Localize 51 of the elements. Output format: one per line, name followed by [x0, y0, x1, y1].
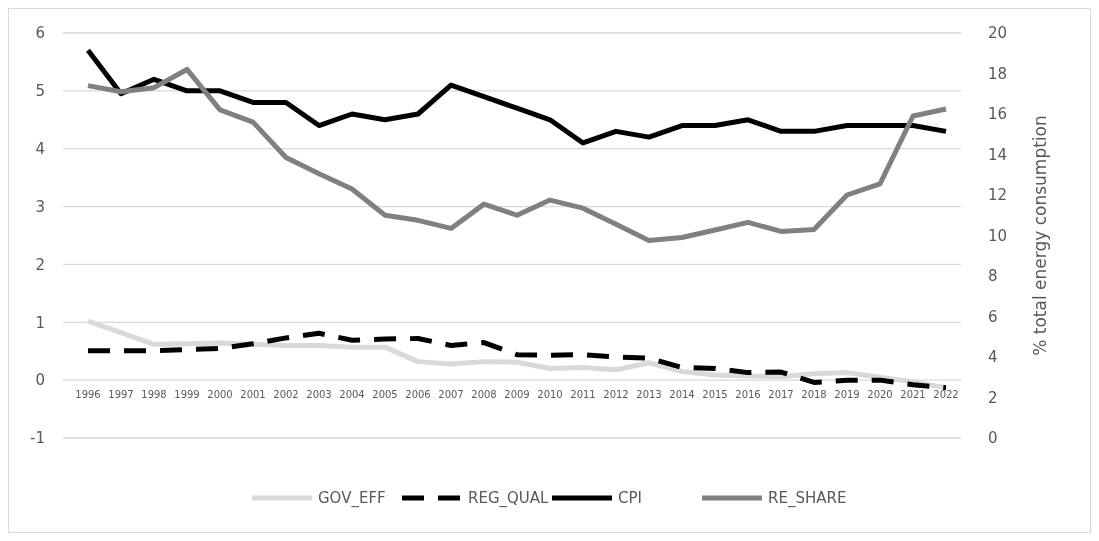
x-tick-label: 2004: [339, 389, 365, 401]
x-tick-label: 2019: [834, 389, 860, 401]
x-tick-label: 1997: [108, 389, 134, 401]
x-tick-label: 2002: [273, 389, 299, 401]
x-tick-label: 2010: [537, 389, 563, 401]
x-tick-label: 2013: [636, 389, 662, 401]
x-tick-label: 2009: [504, 389, 530, 401]
y2-tick-label: 2: [988, 388, 998, 407]
x-tick-label: 2022: [933, 389, 959, 401]
y2-tick-label: 16: [988, 105, 1008, 124]
x-tick-label: 2017: [768, 389, 794, 401]
x-tick-label: 2003: [306, 389, 332, 401]
y2-tick-label: 10: [988, 226, 1008, 245]
y2-tick-label: 0: [988, 429, 998, 448]
y2-tick-label: 12: [988, 186, 1008, 205]
x-tick-label: 2011: [570, 389, 596, 401]
legend-label: RE_SHARE: [768, 489, 847, 509]
y2-tick-label: 6: [988, 307, 998, 326]
x-tick-label: 1999: [174, 389, 200, 401]
x-tick-label: 2018: [801, 389, 827, 401]
x-tick-label: 2008: [471, 389, 497, 401]
y2-tick-label: 18: [988, 64, 1008, 83]
x-tick-label: 2000: [207, 389, 233, 401]
x-tick-label: 2012: [603, 389, 629, 401]
y2-tick-label: 8: [988, 267, 998, 286]
x-tick-label: 2020: [867, 389, 893, 401]
y-tick-label: 4: [35, 139, 45, 158]
y-tick-label: 1: [35, 313, 45, 332]
legend-label: GOV_EFF: [318, 489, 386, 509]
x-tick-label: 2015: [702, 389, 728, 401]
x-tick-label: 2007: [438, 389, 464, 401]
legend-label: REG_QUAL: [468, 489, 550, 509]
y-tick-label: 0: [35, 371, 45, 390]
x-tick-label: 2001: [240, 389, 266, 401]
x-tick-label: 1998: [141, 389, 167, 401]
y-tick-label: 6: [35, 24, 45, 43]
y-tick-label: 5: [35, 82, 45, 101]
legend-label: CPI: [618, 489, 642, 508]
y-tick-label: 3: [35, 197, 45, 216]
y2-axis-title: % total energy consumption: [1030, 115, 1050, 356]
y2-tick-label: 14: [988, 145, 1008, 164]
y2-tick-label: 4: [988, 348, 998, 367]
x-tick-label: 2014: [669, 389, 695, 401]
x-tick-label: 2016: [735, 389, 761, 401]
y2-tick-label: 20: [988, 24, 1008, 43]
x-tick-label: 2005: [372, 389, 398, 401]
y-tick-label: 2: [35, 255, 45, 274]
y-tick-label: -1: [30, 429, 45, 448]
x-tick-label: 1996: [75, 389, 101, 401]
x-tick-label: 2006: [405, 389, 431, 401]
x-tick-label: 2021: [900, 389, 926, 401]
